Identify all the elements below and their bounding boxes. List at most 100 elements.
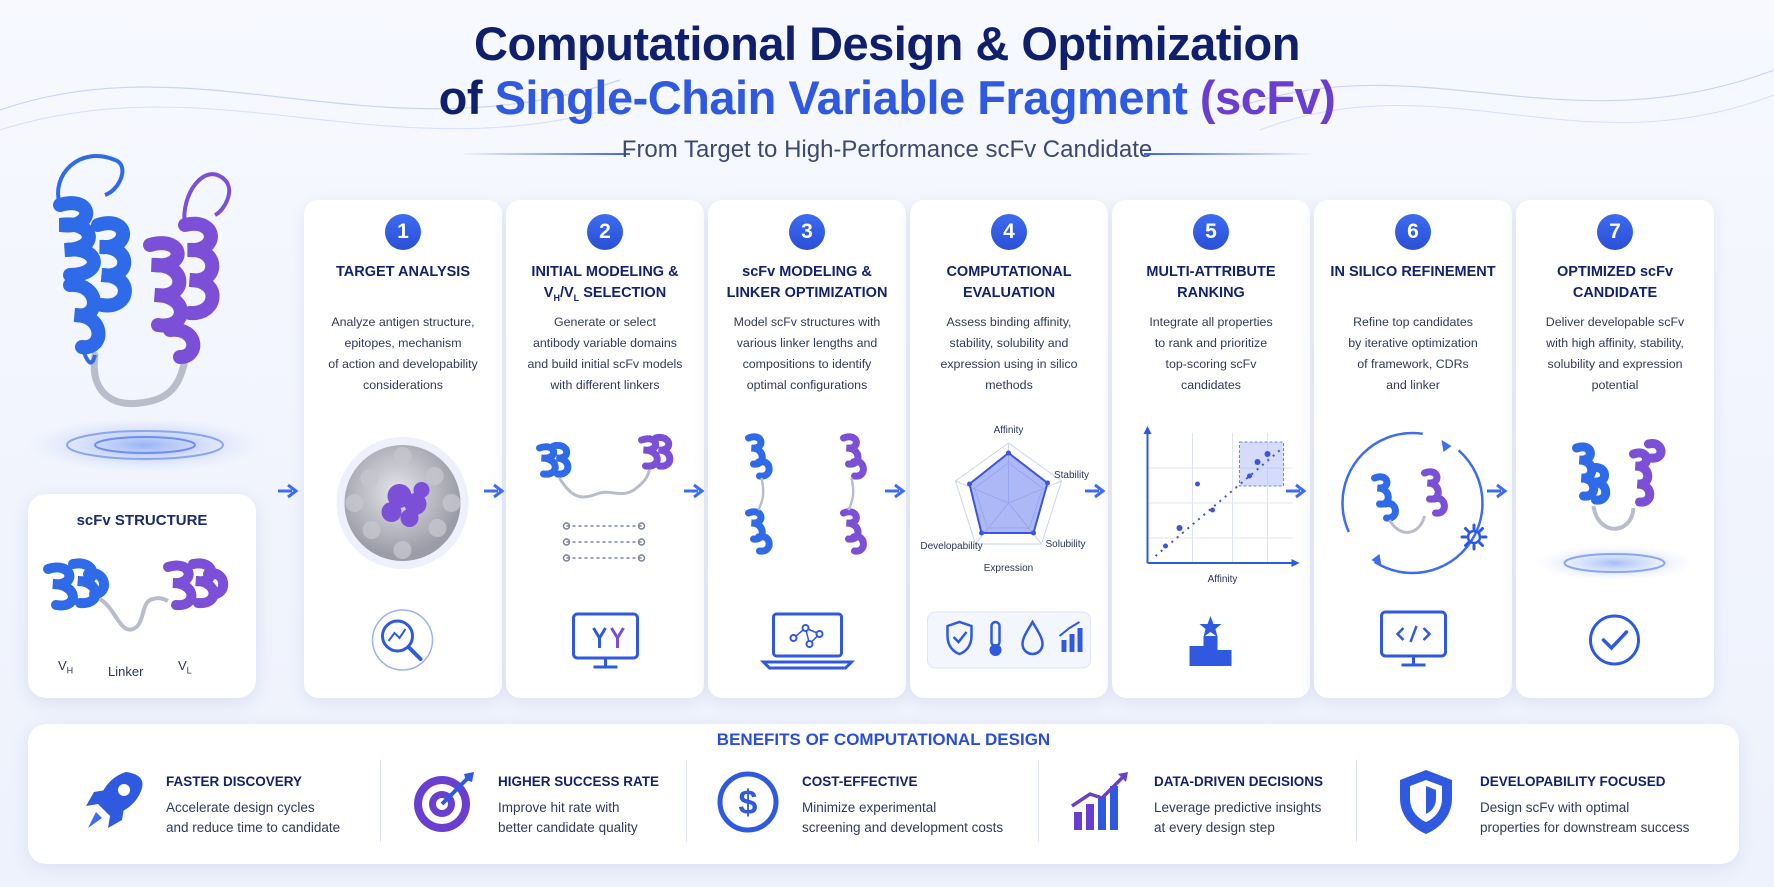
benefit-name-5: DEVELOPABILITY FOCUSED xyxy=(1480,774,1666,789)
gear-icon xyxy=(1460,523,1488,551)
benefit-name-2: HIGHER SUCCESS RATE xyxy=(498,774,660,789)
monitor-antibody-icon xyxy=(572,612,639,669)
linker-label: Linker xyxy=(108,664,144,679)
benefit-text-2: Improve hit rate with better candidate qu… xyxy=(498,800,638,835)
benefit-data-driven-decisions: DATA-DRIVEN DECISIONS Leverage predictiv… xyxy=(1064,764,1364,854)
growth-chart-icon xyxy=(1071,772,1128,830)
laptop-network-icon xyxy=(759,612,856,670)
flow-arrow-0 xyxy=(278,483,299,499)
scfv-variant-models-image xyxy=(745,433,867,555)
benefit-faster-discovery: FASTER DISCOVERY Accelerate design cycle… xyxy=(76,764,376,854)
benefit-higher-success-rate: HIGHER SUCCESS RATE Improve hit rate wit… xyxy=(408,764,708,854)
flow-arrow-4 xyxy=(1085,483,1106,499)
antigen-structure-image xyxy=(336,437,469,569)
step-number-3: 3 xyxy=(789,214,825,250)
step-description-5: Integrate all properties to rank and prio… xyxy=(1149,315,1273,392)
step-title-1: TARGET ANALYSIS xyxy=(335,264,470,280)
step-card-4: 4 COMPUTATIONAL EVALUATION Assess binding… xyxy=(910,200,1108,698)
benefit-cost-effective: $ COST-EFFECTIVE Minimize experimental sc… xyxy=(712,764,1042,854)
radar-label-developability: Developability xyxy=(920,541,982,552)
vh-label: VH xyxy=(58,658,74,676)
step-number-2: 2 xyxy=(587,214,623,250)
step-description-3: Model scFv structures with various linker… xyxy=(733,315,881,392)
droplet-icon xyxy=(1021,619,1044,656)
rocket-icon xyxy=(86,772,143,828)
ranking-scatter-plot: Affinity xyxy=(1143,426,1300,585)
ranking-x-axis-label: Affinity xyxy=(1208,574,1238,585)
benefits-title: BENEFITS OF COMPUTATIONAL DESIGN xyxy=(716,730,1051,749)
evaluation-radar-chart: Affinity Stability Solubility Expression… xyxy=(920,425,1089,574)
scfv-structure-card: scFv STRUCTURE VH Linker VL xyxy=(28,494,256,698)
radar-label-stability: Stability xyxy=(1054,470,1089,481)
step-card-6: 6 IN SILICO REFINEMENT Refine top candid… xyxy=(1314,200,1512,698)
step-card-2: 2 INITIAL MODELING & VH/VL SELECTION Gen… xyxy=(506,200,704,698)
workflow-steps: 1 TARGET ANALYSIS Analyze antigen struct… xyxy=(304,200,1714,698)
benefit-name-4: DATA-DRIVEN DECISIONS xyxy=(1154,774,1324,789)
optimized-scfv-image xyxy=(1534,439,1695,581)
bar-growth-icon xyxy=(1058,621,1083,652)
scfv-structure-title: scFv STRUCTURE xyxy=(76,512,208,529)
step-title-2: INITIAL MODELING & VH/VL SELECTION xyxy=(531,264,679,303)
refinement-cycle-image xyxy=(1341,431,1484,575)
page-title-line2: of Single-Chain Variable Fragment (scFv) xyxy=(438,71,1336,124)
page-subtitle: From Target to High-Performance scFv Can… xyxy=(621,136,1153,163)
step-title-7: OPTIMIZED scFv CANDIDATE xyxy=(1556,264,1674,301)
page-title-line1: Computational Design & Optimization xyxy=(474,17,1300,70)
scfv-structure-diagram xyxy=(43,558,228,632)
podium-star-icon xyxy=(1189,616,1232,666)
magnifier-chart-icon xyxy=(371,609,434,671)
subtitle-divider-right xyxy=(1144,153,1314,155)
benefit-divider xyxy=(380,760,381,842)
step-card-1: 1 TARGET ANALYSIS Analyze antigen struct… xyxy=(304,200,502,698)
benefits-panel: BENEFITS OF COMPUTATIONAL DESIGN FASTER … xyxy=(28,724,1739,864)
evaluation-icons xyxy=(927,611,1091,669)
shield-check-icon xyxy=(946,620,973,656)
step-number-6: 6 xyxy=(1395,214,1431,250)
thermometer-icon xyxy=(989,620,1002,656)
step-description-7: Deliver developable scFv with high affini… xyxy=(1545,315,1685,392)
benefit-text-1: Accelerate design cycles and reduce time … xyxy=(166,800,341,835)
svg-text:$: $ xyxy=(739,784,758,822)
step-description-6: Refine top candidates by iterative optimi… xyxy=(1348,315,1478,392)
dollar-icon: $ xyxy=(717,771,779,833)
benefit-divider xyxy=(1356,760,1357,842)
benefit-text-5: Design scFv with optimal properties for d… xyxy=(1480,800,1690,835)
step-number-5: 5 xyxy=(1193,214,1229,250)
step-card-7: 7 OPTIMIZED scFv CANDIDATE Deliver develo… xyxy=(1516,200,1714,698)
step-description-1: Analyze antigen structure, epitopes, mech… xyxy=(328,315,478,392)
flow-arrow-2 xyxy=(684,483,705,499)
step-card-3: 3 scFv MODELING & LINKER OPTIMIZATION Mod… xyxy=(708,200,906,698)
benefit-name-1: FASTER DISCOVERY xyxy=(166,774,303,789)
shield-icon xyxy=(1400,770,1452,834)
check-circle-icon xyxy=(1589,614,1640,666)
vl-label: VL xyxy=(178,658,192,676)
subtitle-divider-left xyxy=(460,153,630,155)
step-description-2: Generate or select antibody variable doma… xyxy=(527,315,683,392)
benefit-text-4: Leverage predictive insights at every des… xyxy=(1154,800,1322,835)
step-number-4: 4 xyxy=(991,214,1027,250)
step-number-1: 1 xyxy=(385,214,421,250)
step-card-5: 5 MULTI-ATTRIBUTE RANKING Integrate all p… xyxy=(1112,200,1310,698)
flow-arrow-3 xyxy=(885,483,906,499)
radar-label-affinity: Affinity xyxy=(994,425,1024,436)
monitor-code-icon xyxy=(1380,610,1447,667)
radar-label-solubility: Solubility xyxy=(1045,539,1085,550)
benefit-divider xyxy=(1038,760,1039,842)
flow-arrow-6 xyxy=(1487,483,1508,499)
step-description-4: Assess binding affinity, stability, solub… xyxy=(940,315,1078,392)
target-icon xyxy=(414,772,474,832)
flow-arrow-5 xyxy=(1286,483,1307,499)
benefit-name-3: COST-EFFECTIVE xyxy=(802,774,918,789)
step-title-4: COMPUTATIONAL EVALUATION xyxy=(946,264,1072,301)
hero-scfv-protein-image xyxy=(25,154,265,473)
radar-label-expression: Expression xyxy=(984,563,1033,574)
benefit-divider xyxy=(686,760,687,842)
step-title-5: MULTI-ATTRIBUTE RANKING xyxy=(1146,264,1276,301)
step-title-3: scFv MODELING & LINKER OPTIMIZATION xyxy=(726,264,888,301)
flow-arrow-1 xyxy=(484,483,505,499)
step-title-6: IN SILICO REFINEMENT xyxy=(1330,264,1496,280)
step-number-7: 7 xyxy=(1597,214,1633,250)
initial-models-image xyxy=(536,433,674,562)
benefit-text-3: Minimize experimental screening and devel… xyxy=(802,800,1004,835)
benefit-developability-focused: DEVELOPABILITY FOCUSED Design scFv with … xyxy=(1390,764,1730,854)
